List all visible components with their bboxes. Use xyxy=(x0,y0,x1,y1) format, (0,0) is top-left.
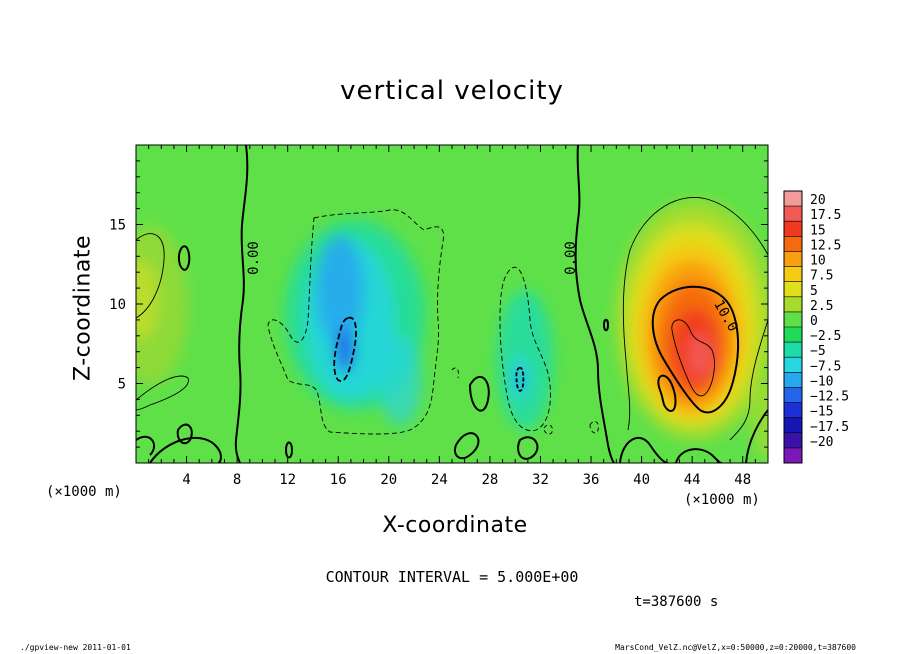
zero-contour-left xyxy=(234,145,249,463)
x-tick-label: 4 xyxy=(182,472,190,488)
colorbar-label: −15 xyxy=(810,405,833,420)
contour-label-zero-left: 0.00 xyxy=(246,241,262,275)
contour-interval: CONTOUR INTERVAL = 5.000E+00 xyxy=(325,568,579,586)
colorbar-label: −12.5 xyxy=(810,390,849,405)
colorbar-label: 0 xyxy=(810,314,818,329)
minus10-contour-small xyxy=(515,366,525,392)
colorbar-label: −5 xyxy=(810,344,826,359)
colorbar-label: 5 xyxy=(810,284,818,299)
plus10-contour xyxy=(651,285,740,414)
chart-title: vertical velocity xyxy=(340,76,564,106)
colorbar-swatch xyxy=(784,402,802,419)
colorbar-label: 12.5 xyxy=(810,238,841,253)
footer-left: ./gpview-new 2011-01-01 xyxy=(20,643,131,652)
footer-right: MarsCond_VelZ.nc@VelZ,x=0:50000,z=0:2000… xyxy=(615,643,856,652)
colorbar-swatch xyxy=(784,311,802,328)
plus5-contour-left xyxy=(136,233,189,411)
colorbar-swatch xyxy=(784,447,802,464)
y-axis: 5 10 15 xyxy=(109,160,768,448)
colorbar-label: −2.5 xyxy=(810,329,841,344)
colorbar-label: 20 xyxy=(810,193,826,208)
x-tick-label: 28 xyxy=(481,472,498,488)
x-tick-label: 32 xyxy=(532,472,549,488)
colorbar-label: 17.5 xyxy=(810,208,841,223)
minus10-contour xyxy=(333,316,357,382)
y-axis-label: Z-coordinate xyxy=(70,235,96,381)
colorbar-swatch xyxy=(784,281,802,298)
colorbar-label: −17.5 xyxy=(810,420,849,435)
colorbar-swatch xyxy=(784,357,802,373)
x-unit-label-left: (×1000 m) xyxy=(46,484,122,500)
zero-contour-bottom-mid xyxy=(454,376,539,460)
colorbar-label: 10 xyxy=(810,254,826,269)
colorbar-swatch xyxy=(784,417,802,434)
shaded-field xyxy=(136,145,768,463)
colorbar-label: 15 xyxy=(810,223,826,238)
minus5-contour-bits xyxy=(451,367,599,435)
colorbar-swatch xyxy=(784,266,802,283)
colorbar-swatch xyxy=(784,191,802,207)
x-tick-label: 36 xyxy=(583,472,600,488)
colorbar-swatch xyxy=(784,342,802,358)
colorbar-swatch xyxy=(784,206,802,222)
colorbar-label: 2.5 xyxy=(810,299,833,314)
x-tick-label: 24 xyxy=(431,472,448,488)
plus5-contour-right xyxy=(622,197,768,441)
y-tick-label: 5 xyxy=(118,377,126,393)
x-tick-label: 40 xyxy=(633,472,650,488)
colorbar: 2017.51512.5107.552.50−2.5−5−7.5−10−12.5… xyxy=(783,190,849,464)
plus10-contour-small xyxy=(657,374,677,412)
colorbar-swatch xyxy=(784,221,802,237)
x-tick-label: 16 xyxy=(330,472,347,488)
colorbar-swatch xyxy=(784,327,802,343)
x-axis: 4 8 12 16 20 24 28 32 36 40 44 48 xyxy=(148,145,756,488)
zero-contour-right xyxy=(574,145,615,463)
plus15-contour xyxy=(671,319,715,397)
x-tick-label: 12 xyxy=(279,472,296,488)
x-tick-label: 48 xyxy=(734,472,751,488)
zero-contour-left-loop xyxy=(178,245,191,271)
y-tick-label: 10 xyxy=(109,297,126,313)
minus5-contour-right xyxy=(499,266,551,432)
colorbar-swatch xyxy=(784,236,802,252)
zero-contour-bottom-left xyxy=(136,423,222,463)
y-tick-label: 15 xyxy=(109,218,126,234)
colorbar-swatch xyxy=(784,432,802,449)
colorbar-label: −10 xyxy=(810,374,833,389)
contour-label-zero-right: 0.00 xyxy=(563,241,579,275)
colorbar-swatch xyxy=(784,251,802,268)
colorbar-label: −7.5 xyxy=(810,359,841,374)
x-tick-label: 44 xyxy=(684,472,701,488)
time-stamp: t=387600 s xyxy=(634,594,719,610)
x-axis-label: X-coordinate xyxy=(382,513,528,538)
minus5-contour-left xyxy=(267,209,445,435)
x-tick-label: 20 xyxy=(380,472,397,488)
x-unit-label-right: (×1000 m) xyxy=(684,492,760,508)
colorbar-label: −20 xyxy=(810,435,833,450)
colorbar-swatch xyxy=(784,296,802,313)
colorbar-swatch xyxy=(784,387,802,404)
colorbar-label: 7.5 xyxy=(810,269,833,284)
x-tick-label: 8 xyxy=(233,472,241,488)
colorbar-swatch xyxy=(784,372,802,388)
